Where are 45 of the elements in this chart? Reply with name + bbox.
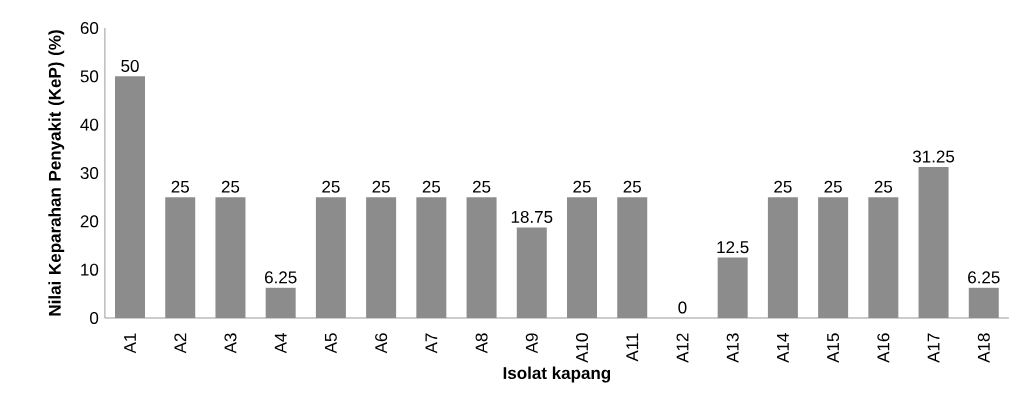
data-label: 18.75 (511, 210, 553, 223)
data-label: 25 (422, 180, 441, 193)
y-tick-label: 50 (80, 70, 99, 83)
data-label: 25 (372, 180, 390, 193)
x-tick-label: A3 (224, 333, 237, 354)
data-label: 25 (573, 180, 591, 193)
x-tick-label: A17 (927, 333, 940, 363)
y-axis-title: Nilai Keparahan Penyakit (KeP) (%) (48, 30, 65, 316)
data-label: 25 (824, 180, 842, 193)
data-label: 25 (171, 180, 189, 193)
x-tick-label: A14 (777, 333, 789, 363)
y-tick-label: 0 (90, 312, 99, 325)
data-label: 6.25 (265, 271, 297, 284)
x-tick-label: A18 (977, 333, 990, 363)
x-tick-label: A5 (324, 333, 337, 354)
data-label: 25 (472, 180, 491, 193)
y-tick-label: 30 (80, 167, 99, 180)
y-tick-label: 10 (81, 263, 99, 276)
x-tick-label: A11 (626, 333, 639, 362)
x-tick-label: A9 (525, 333, 538, 354)
x-tick-label: A10 (576, 333, 589, 363)
data-label: 25 (221, 180, 240, 193)
x-tick-label: A8 (475, 333, 488, 354)
x-tick-label: A6 (375, 333, 388, 354)
data-label: 6.25 (968, 271, 1000, 284)
x-tick-label: A12 (676, 333, 689, 363)
data-label: 12.5 (717, 241, 749, 254)
x-tick-label: A4 (274, 333, 287, 354)
data-label: 0 (678, 301, 687, 314)
data-label: 31.25 (912, 150, 955, 163)
x-tick-label: A1 (124, 333, 136, 354)
y-tick-label: 40 (80, 118, 99, 131)
data-label: 25 (774, 180, 792, 193)
y-tick-label: 60 (80, 22, 99, 35)
data-label: 50 (121, 59, 139, 72)
data-label: 25 (322, 180, 340, 193)
x-tick-label: A13 (726, 333, 739, 363)
x-tick-label: A2 (174, 333, 187, 354)
x-axis-title: Isolat kapang (503, 366, 611, 383)
x-tick-label: A7 (425, 333, 438, 354)
x-tick-label: A16 (877, 333, 890, 363)
x-tick-label: A15 (827, 333, 840, 363)
y-tick-label: 20 (80, 215, 99, 228)
data-label: 25 (623, 180, 641, 193)
data-label: 25 (874, 180, 893, 193)
